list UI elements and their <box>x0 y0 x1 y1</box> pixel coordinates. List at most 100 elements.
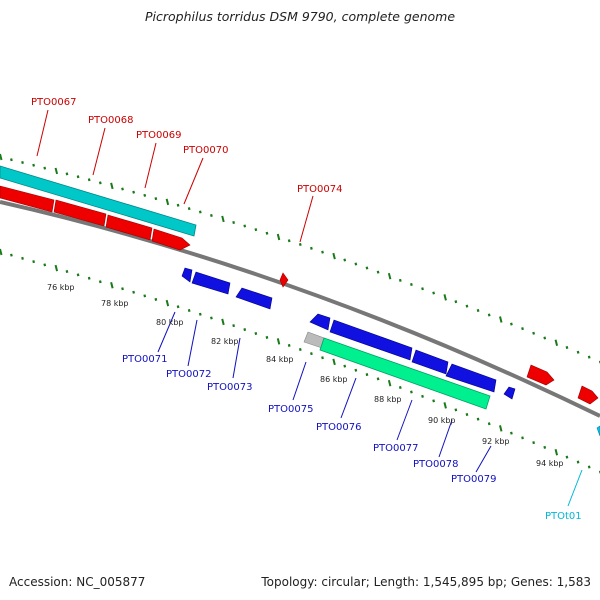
gene-arrow-reverse[interactable] <box>411 349 449 375</box>
tick-mark <box>254 331 258 335</box>
kbp-label: 86 kbp <box>320 375 348 384</box>
gene-arrow-reverse[interactable] <box>309 313 331 331</box>
gene-arrow-forward[interactable] <box>0 185 55 213</box>
tick-mark <box>65 172 69 176</box>
kbp-label: 78 kbp <box>101 299 129 308</box>
gene-label-reverse[interactable]: PTO0072 <box>166 369 211 380</box>
tick-mark <box>554 449 559 456</box>
tick-mark <box>210 316 213 320</box>
gene-label-reverse[interactable]: PTO0078 <box>413 459 458 470</box>
kbp-label: 80 kbp <box>156 318 184 327</box>
tick-mark <box>354 368 358 372</box>
tick-mark <box>121 187 124 191</box>
tick-mark <box>276 233 281 241</box>
gene-label-reverse[interactable]: PTO0079 <box>451 474 496 485</box>
gene-arrow-forward[interactable] <box>279 272 289 288</box>
label-callout-line <box>183 157 204 205</box>
tick-mark <box>232 324 236 328</box>
tick-mark <box>565 345 569 349</box>
gene-arrow-reverse[interactable] <box>329 319 413 361</box>
tick-mark <box>332 358 336 366</box>
tick-mark <box>210 213 213 217</box>
tick-mark <box>221 215 225 223</box>
rna-bar-forward[interactable] <box>0 165 197 237</box>
gene-arrow-reverse[interactable] <box>503 386 516 400</box>
upper-tick-track <box>0 153 600 364</box>
gene-arrow-forward[interactable] <box>577 385 599 405</box>
gene-label-forward[interactable]: PTO0074 <box>297 184 342 195</box>
rna-bar-reverse-lead <box>303 331 325 349</box>
gene-label-reverse[interactable]: PTO0071 <box>122 354 167 365</box>
tick-mark <box>532 441 536 445</box>
gene-arrow-reverse[interactable] <box>596 425 600 437</box>
kbp-label: 88 kbp <box>374 395 402 404</box>
tick-mark <box>98 181 102 185</box>
tick-mark <box>276 338 281 345</box>
tick-mark <box>65 269 69 274</box>
tick-mark <box>587 355 591 359</box>
tick-mark <box>54 264 59 272</box>
tick-mark <box>587 465 591 469</box>
label-callout-line <box>292 361 307 401</box>
tick-mark <box>143 193 147 197</box>
gene-label-reverse[interactable]: PTO0075 <box>268 404 313 415</box>
gene-label-reverse[interactable]: PTO0077 <box>373 443 418 454</box>
tick-mark <box>176 203 180 207</box>
tick-mark <box>387 379 392 387</box>
label-callout-line <box>187 319 198 367</box>
label-callout-line <box>340 377 357 419</box>
tick-mark <box>76 175 80 179</box>
gene-label-forward[interactable]: PTO0067 <box>31 97 76 108</box>
kbp-label: 94 kbp <box>536 459 564 468</box>
gene-arrow-reverse[interactable] <box>445 363 497 393</box>
gene-label-forward[interactable]: PTO0069 <box>136 130 181 141</box>
kbp-label: 92 kbp <box>482 437 510 446</box>
gene-arrow-forward[interactable] <box>53 199 107 227</box>
tick-mark <box>376 270 380 274</box>
tick-mark <box>543 336 547 340</box>
gene-label-forward[interactable]: PTO0070 <box>183 145 228 156</box>
tick-mark <box>543 445 547 449</box>
tick-mark <box>10 253 13 257</box>
gene-arrow-forward[interactable] <box>526 364 555 386</box>
tick-mark <box>32 163 36 167</box>
gene-arrow-reverse[interactable] <box>191 271 231 295</box>
tick-mark <box>354 262 358 266</box>
tick-mark <box>398 386 402 390</box>
gene-label-reverse[interactable]: PTO0073 <box>207 382 252 393</box>
tick-mark <box>298 242 302 247</box>
gene-label-forward[interactable]: PTO0068 <box>88 115 133 126</box>
label-callout-line <box>438 419 453 458</box>
kbp-label: 90 kbp <box>428 416 456 425</box>
tick-mark <box>376 377 380 381</box>
tick-mark <box>387 272 392 280</box>
tick-mark <box>0 248 3 256</box>
tick-mark <box>87 178 91 182</box>
rna-bar-reverse[interactable] <box>319 337 491 410</box>
tick-mark <box>321 250 324 254</box>
gene-arrow-reverse[interactable] <box>235 287 273 310</box>
tick-mark <box>110 281 114 289</box>
gene-label-reverse[interactable]: PTO0076 <box>316 422 361 433</box>
tick-mark <box>265 335 269 339</box>
tick-mark <box>365 373 369 377</box>
tick-mark <box>154 197 158 201</box>
tick-mark <box>265 231 269 235</box>
gene-arrow-forward[interactable] <box>105 214 153 241</box>
gene-label-rna[interactable]: PTOt01 <box>545 511 582 522</box>
tick-mark <box>0 153 3 161</box>
tick-mark <box>321 356 324 360</box>
gene-arrow-reverse[interactable] <box>181 267 193 283</box>
tick-mark <box>576 460 580 464</box>
tick-mark <box>165 299 170 307</box>
genome-summary-text: Topology: circular; Length: 1,545,895 bp… <box>261 575 591 589</box>
tick-mark <box>343 364 347 368</box>
gene-arrow-forward[interactable] <box>151 228 191 251</box>
tick-mark <box>310 246 313 250</box>
tick-mark <box>432 399 436 403</box>
tick-mark <box>443 294 447 301</box>
tick-mark <box>398 278 402 282</box>
tick-mark <box>554 339 559 346</box>
tick-mark <box>254 228 258 232</box>
